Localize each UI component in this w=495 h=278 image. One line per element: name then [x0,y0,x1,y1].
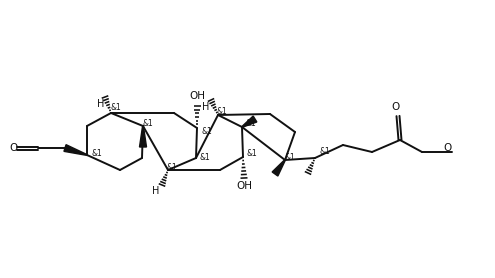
Text: &1: &1 [247,148,257,158]
Text: O: O [10,143,18,153]
Text: H: H [202,102,210,112]
Polygon shape [140,126,147,147]
Text: &1: &1 [201,126,212,135]
Text: &1: &1 [167,163,177,172]
Polygon shape [64,145,87,155]
Text: H: H [152,186,160,196]
Text: OH: OH [236,181,252,191]
Text: &1: &1 [143,118,153,128]
Text: &1: &1 [110,103,121,113]
Text: &1: &1 [285,153,296,162]
Text: &1: &1 [199,153,210,163]
Polygon shape [272,160,285,176]
Text: H: H [98,99,104,109]
Text: &1: &1 [217,108,227,116]
Text: O: O [391,102,399,112]
Polygon shape [242,116,257,127]
Text: &1: &1 [246,120,256,128]
Text: OH: OH [189,91,205,101]
Text: &1: &1 [320,148,330,157]
Text: O: O [444,143,452,153]
Text: &1: &1 [92,148,102,158]
